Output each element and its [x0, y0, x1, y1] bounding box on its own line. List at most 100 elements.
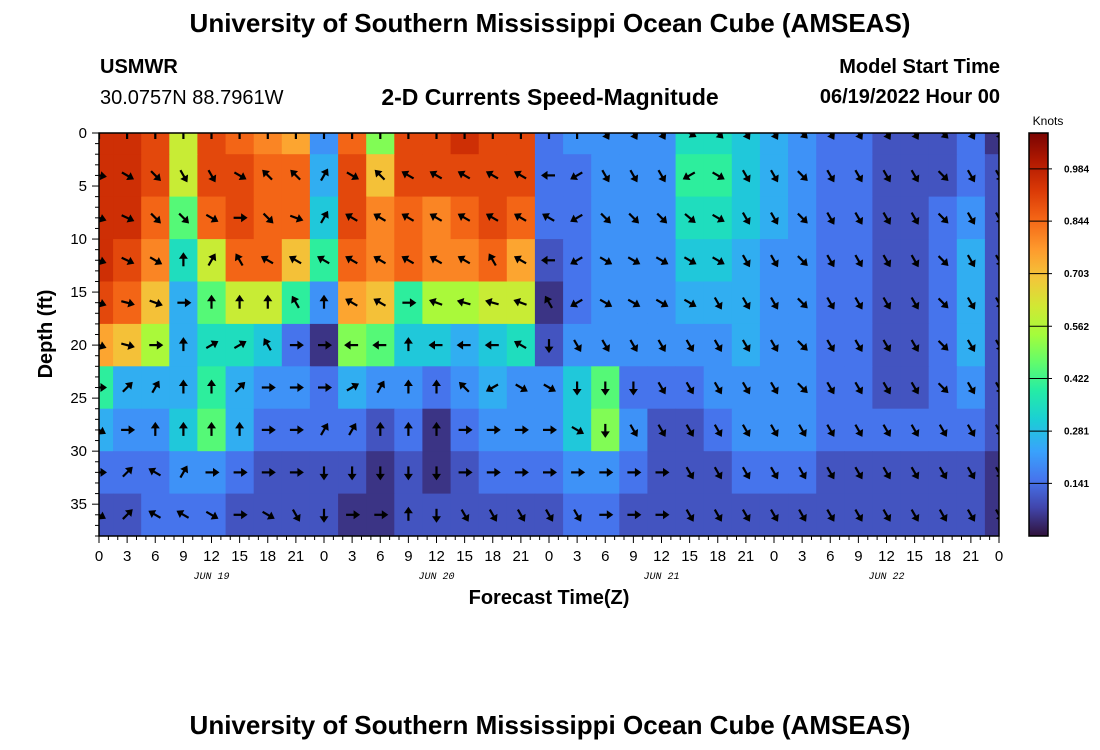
day-label: JUN 20	[418, 572, 454, 583]
current-arrow	[373, 255, 387, 265]
current-arrow	[545, 509, 554, 522]
x-tick-label: 18	[484, 548, 501, 565]
current-arrow	[513, 340, 527, 350]
current-arrow	[121, 171, 135, 181]
current-arrow	[318, 340, 332, 350]
current-arrow	[402, 298, 417, 308]
current-arrow	[486, 467, 501, 477]
current-arrow	[741, 212, 751, 225]
current-arrow	[289, 214, 304, 223]
current-arrow	[882, 381, 892, 395]
speed-cell	[984, 408, 999, 452]
current-arrow	[655, 510, 670, 520]
current-arrow	[543, 425, 557, 435]
current-arrow	[741, 424, 751, 437]
current-arrow	[99, 214, 107, 223]
current-arrow	[373, 213, 387, 222]
current-arrow	[261, 467, 276, 477]
current-arrow	[458, 425, 473, 435]
current-arrow	[826, 296, 835, 310]
speed-cell	[99, 408, 114, 452]
day-label: JUN 19	[193, 572, 229, 583]
speed-cell	[816, 133, 845, 155]
speed-cell	[450, 133, 480, 155]
current-arrow	[882, 424, 892, 437]
current-arrow	[99, 171, 107, 181]
x-tick-label: 12	[428, 548, 445, 565]
current-arrow	[150, 212, 161, 224]
current-arrow	[432, 379, 441, 394]
current-arrow	[319, 294, 329, 309]
current-arrow	[683, 298, 697, 308]
current-arrow	[150, 421, 160, 436]
current-arrow	[351, 133, 354, 139]
speed-cell	[759, 133, 789, 155]
current-arrow	[627, 510, 642, 520]
current-arrow	[683, 256, 697, 265]
current-arrow	[456, 297, 471, 307]
current-arrow	[685, 381, 695, 395]
current-arrow	[882, 169, 892, 183]
current-arrow	[320, 168, 329, 182]
current-arrow	[99, 341, 107, 350]
current-arrow	[207, 379, 216, 394]
x-tick-label: 9	[179, 548, 187, 565]
current-arrow	[289, 340, 304, 350]
current-arrow	[797, 255, 808, 266]
current-arrow	[712, 171, 725, 181]
current-arrow	[488, 509, 498, 522]
current-arrow	[826, 466, 835, 480]
x-tick-label: 6	[376, 548, 384, 565]
x-tick-label: 3	[123, 548, 131, 565]
x-tick-label: 6	[826, 548, 834, 565]
current-arrow	[485, 213, 499, 222]
current-arrow	[629, 133, 639, 140]
current-arrow	[826, 339, 835, 353]
y-tick-label: 35	[70, 496, 87, 513]
current-arrow	[770, 466, 779, 480]
speed-cell	[99, 493, 114, 536]
y-axis: 0 5 10 15 20 25 30 35	[70, 125, 99, 537]
current-arrow	[966, 466, 976, 480]
speed-cell	[113, 133, 142, 155]
current-arrow	[910, 424, 920, 437]
speed-cell	[534, 133, 564, 155]
x-tick-label: 15	[231, 548, 248, 565]
current-arrow	[741, 169, 751, 183]
current-arrow	[460, 509, 470, 522]
current-arrow	[826, 381, 835, 395]
current-arrow	[456, 340, 471, 350]
current-arrow	[458, 467, 473, 477]
page-title: University of Southern Mississippi Ocean…	[189, 8, 911, 38]
current-arrow	[513, 170, 527, 180]
current-arrow	[966, 339, 976, 353]
current-arrow	[148, 467, 162, 477]
y-tick-label: 20	[70, 337, 87, 354]
current-arrow	[344, 340, 359, 350]
current-arrow	[235, 421, 245, 436]
current-arrow	[685, 466, 695, 480]
x-tick-label: 18	[709, 548, 726, 565]
colorbar	[1028, 132, 1049, 537]
current-arrow	[401, 170, 415, 180]
current-arrow	[484, 340, 499, 350]
current-arrow	[182, 133, 185, 139]
current-arrow	[741, 339, 751, 353]
speed-cell	[928, 133, 958, 155]
current-arrow	[262, 212, 274, 224]
current-arrow	[770, 424, 779, 437]
current-arrow	[428, 297, 443, 307]
current-arrow	[854, 466, 864, 480]
current-arrow	[770, 339, 779, 353]
current-arrow	[403, 466, 413, 481]
current-arrow	[741, 509, 751, 522]
current-arrow	[149, 298, 163, 308]
current-arrow	[233, 510, 248, 520]
current-arrow	[966, 296, 976, 310]
current-arrow	[685, 424, 695, 437]
current-arrow	[713, 466, 723, 480]
current-arrow	[854, 254, 864, 268]
x-axis: 0 3 6 9 12 15 18 21 0 3 6 9 12 15 18 21 0 3 6 9 12 15 18 21 0 3 6 9…	[95, 536, 1003, 565]
current-arrow	[205, 213, 219, 223]
